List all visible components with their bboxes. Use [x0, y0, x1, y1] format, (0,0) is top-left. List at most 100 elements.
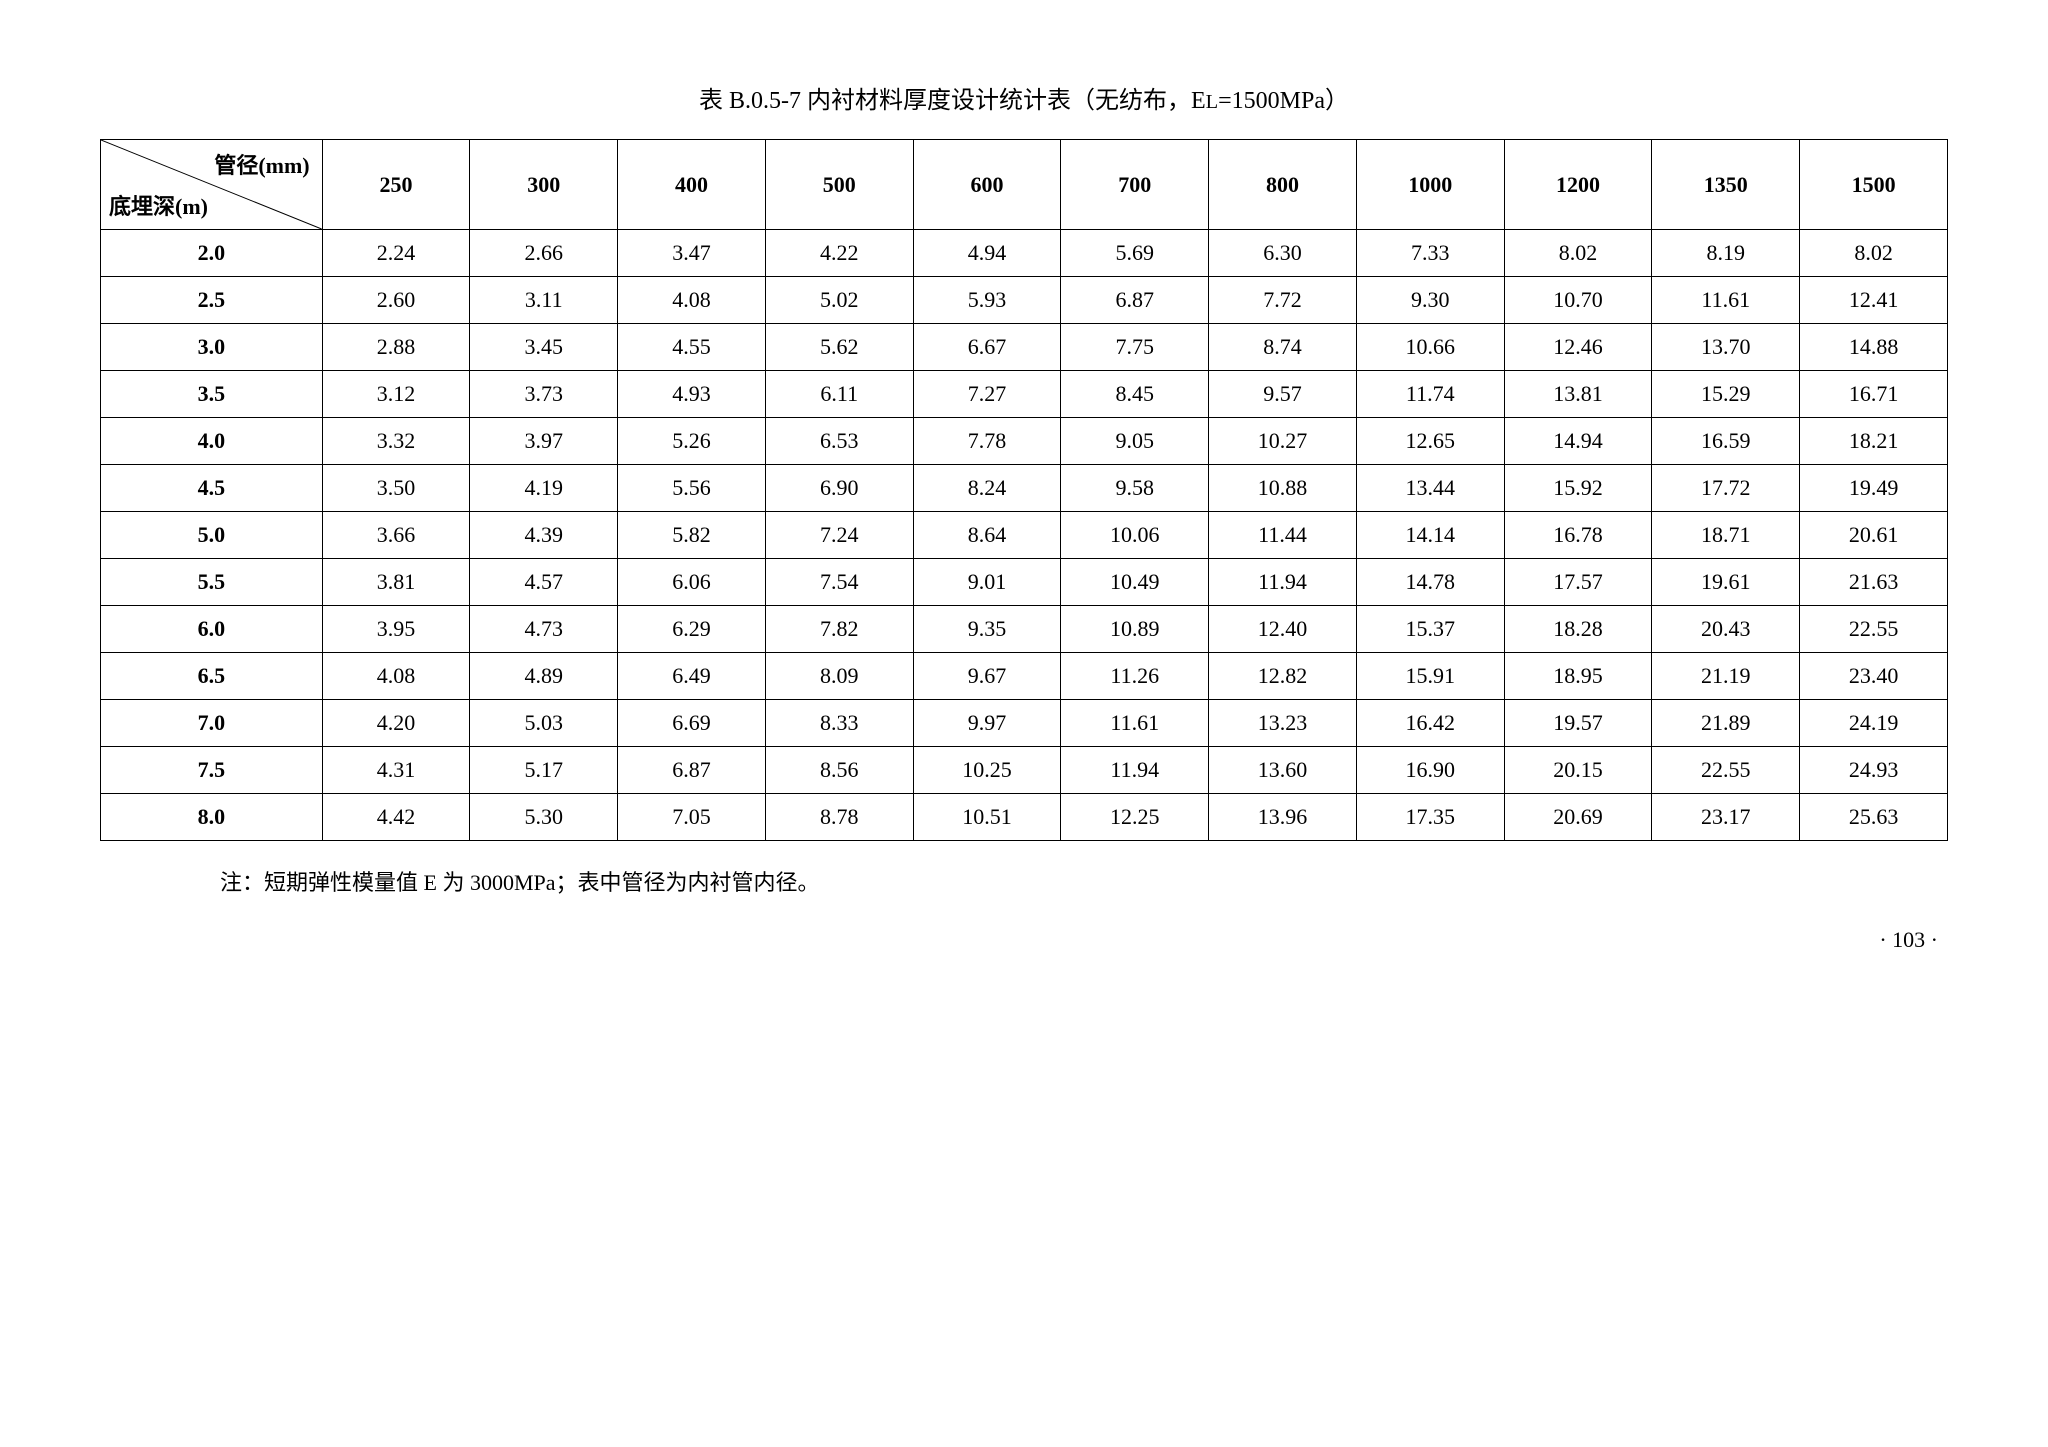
col-header: 700: [1061, 140, 1209, 230]
data-cell: 4.19: [470, 465, 618, 512]
data-cell: 18.71: [1652, 512, 1800, 559]
data-cell: 10.88: [1209, 465, 1357, 512]
row-header: 4.5: [101, 465, 323, 512]
data-cell: 12.46: [1504, 324, 1652, 371]
data-cell: 3.12: [322, 371, 470, 418]
data-cell: 20.15: [1504, 747, 1652, 794]
table-row: 3.02.883.454.555.626.677.758.7410.6612.4…: [101, 324, 1948, 371]
data-cell: 4.89: [470, 653, 618, 700]
data-cell: 22.55: [1800, 606, 1948, 653]
data-cell: 8.24: [913, 465, 1061, 512]
data-cell: 9.05: [1061, 418, 1209, 465]
table-row: 2.02.242.663.474.224.945.696.307.338.028…: [101, 230, 1948, 277]
data-cell: 8.56: [765, 747, 913, 794]
data-cell: 21.89: [1652, 700, 1800, 747]
data-cell: 5.17: [470, 747, 618, 794]
data-cell: 4.08: [322, 653, 470, 700]
data-cell: 18.95: [1504, 653, 1652, 700]
data-cell: 9.97: [913, 700, 1061, 747]
data-cell: 24.19: [1800, 700, 1948, 747]
data-cell: 4.55: [618, 324, 766, 371]
table-row: 6.03.954.736.297.829.3510.8912.4015.3718…: [101, 606, 1948, 653]
data-cell: 2.88: [322, 324, 470, 371]
data-cell: 5.03: [470, 700, 618, 747]
data-cell: 6.29: [618, 606, 766, 653]
col-header: 250: [322, 140, 470, 230]
row-header: 5.5: [101, 559, 323, 606]
data-cell: 8.02: [1504, 230, 1652, 277]
table-title: 表 B.0.5-7 内衬材料厚度设计统计表（无纺布，EL=1500MPa）: [100, 80, 1948, 115]
data-cell: 6.30: [1209, 230, 1357, 277]
table-row: 7.04.205.036.698.339.9711.6113.2316.4219…: [101, 700, 1948, 747]
data-cell: 23.40: [1800, 653, 1948, 700]
data-cell: 16.59: [1652, 418, 1800, 465]
data-cell: 14.94: [1504, 418, 1652, 465]
data-cell: 17.35: [1356, 794, 1504, 841]
data-cell: 6.90: [765, 465, 913, 512]
row-header: 4.0: [101, 418, 323, 465]
col-axis-label: 管径(mm): [214, 148, 309, 180]
data-cell: 11.94: [1209, 559, 1357, 606]
data-cell: 5.02: [765, 277, 913, 324]
data-cell: 6.69: [618, 700, 766, 747]
row-header: 2.0: [101, 230, 323, 277]
col-header: 300: [470, 140, 618, 230]
table-row: 2.52.603.114.085.025.936.877.729.3010.70…: [101, 277, 1948, 324]
data-cell: 10.27: [1209, 418, 1357, 465]
table-row: 5.53.814.576.067.549.0110.4911.9414.7817…: [101, 559, 1948, 606]
data-cell: 12.40: [1209, 606, 1357, 653]
footnote: 注：短期弹性模量值 E 为 3000MPa；表中管径为内衬管内径。: [220, 865, 1948, 897]
data-cell: 6.11: [765, 371, 913, 418]
data-cell: 13.81: [1504, 371, 1652, 418]
data-cell: 3.95: [322, 606, 470, 653]
page-number: · 103 ·: [100, 927, 1948, 953]
data-cell: 4.22: [765, 230, 913, 277]
data-cell: 16.78: [1504, 512, 1652, 559]
table-row: 5.03.664.395.827.248.6410.0611.4414.1416…: [101, 512, 1948, 559]
data-cell: 4.42: [322, 794, 470, 841]
col-header: 600: [913, 140, 1061, 230]
data-cell: 4.31: [322, 747, 470, 794]
data-cell: 2.60: [322, 277, 470, 324]
data-cell: 17.57: [1504, 559, 1652, 606]
data-cell: 8.33: [765, 700, 913, 747]
data-cell: 9.01: [913, 559, 1061, 606]
data-cell: 16.71: [1800, 371, 1948, 418]
data-cell: 5.82: [618, 512, 766, 559]
data-cell: 5.69: [1061, 230, 1209, 277]
data-cell: 13.70: [1652, 324, 1800, 371]
data-cell: 4.39: [470, 512, 618, 559]
data-cell: 3.66: [322, 512, 470, 559]
data-cell: 4.20: [322, 700, 470, 747]
col-header: 1350: [1652, 140, 1800, 230]
data-cell: 4.93: [618, 371, 766, 418]
col-header: 1200: [1504, 140, 1652, 230]
data-cell: 20.61: [1800, 512, 1948, 559]
data-cell: 8.02: [1800, 230, 1948, 277]
data-cell: 20.69: [1504, 794, 1652, 841]
data-cell: 6.87: [618, 747, 766, 794]
data-cell: 10.51: [913, 794, 1061, 841]
data-cell: 3.45: [470, 324, 618, 371]
data-cell: 2.66: [470, 230, 618, 277]
data-cell: 11.74: [1356, 371, 1504, 418]
table-row: 3.53.123.734.936.117.278.459.5711.7413.8…: [101, 371, 1948, 418]
data-cell: 14.14: [1356, 512, 1504, 559]
data-cell: 9.57: [1209, 371, 1357, 418]
col-header: 500: [765, 140, 913, 230]
data-cell: 15.92: [1504, 465, 1652, 512]
data-cell: 9.67: [913, 653, 1061, 700]
data-cell: 6.53: [765, 418, 913, 465]
data-cell: 12.41: [1800, 277, 1948, 324]
row-axis-label: 底埋深(m): [109, 189, 208, 221]
data-cell: 9.35: [913, 606, 1061, 653]
data-cell: 19.49: [1800, 465, 1948, 512]
data-cell: 21.63: [1800, 559, 1948, 606]
data-cell: 3.50: [322, 465, 470, 512]
data-cell: 10.49: [1061, 559, 1209, 606]
data-cell: 18.28: [1504, 606, 1652, 653]
table-row: 4.53.504.195.566.908.249.5810.8813.4415.…: [101, 465, 1948, 512]
row-header: 6.0: [101, 606, 323, 653]
row-header: 2.5: [101, 277, 323, 324]
row-header: 7.5: [101, 747, 323, 794]
